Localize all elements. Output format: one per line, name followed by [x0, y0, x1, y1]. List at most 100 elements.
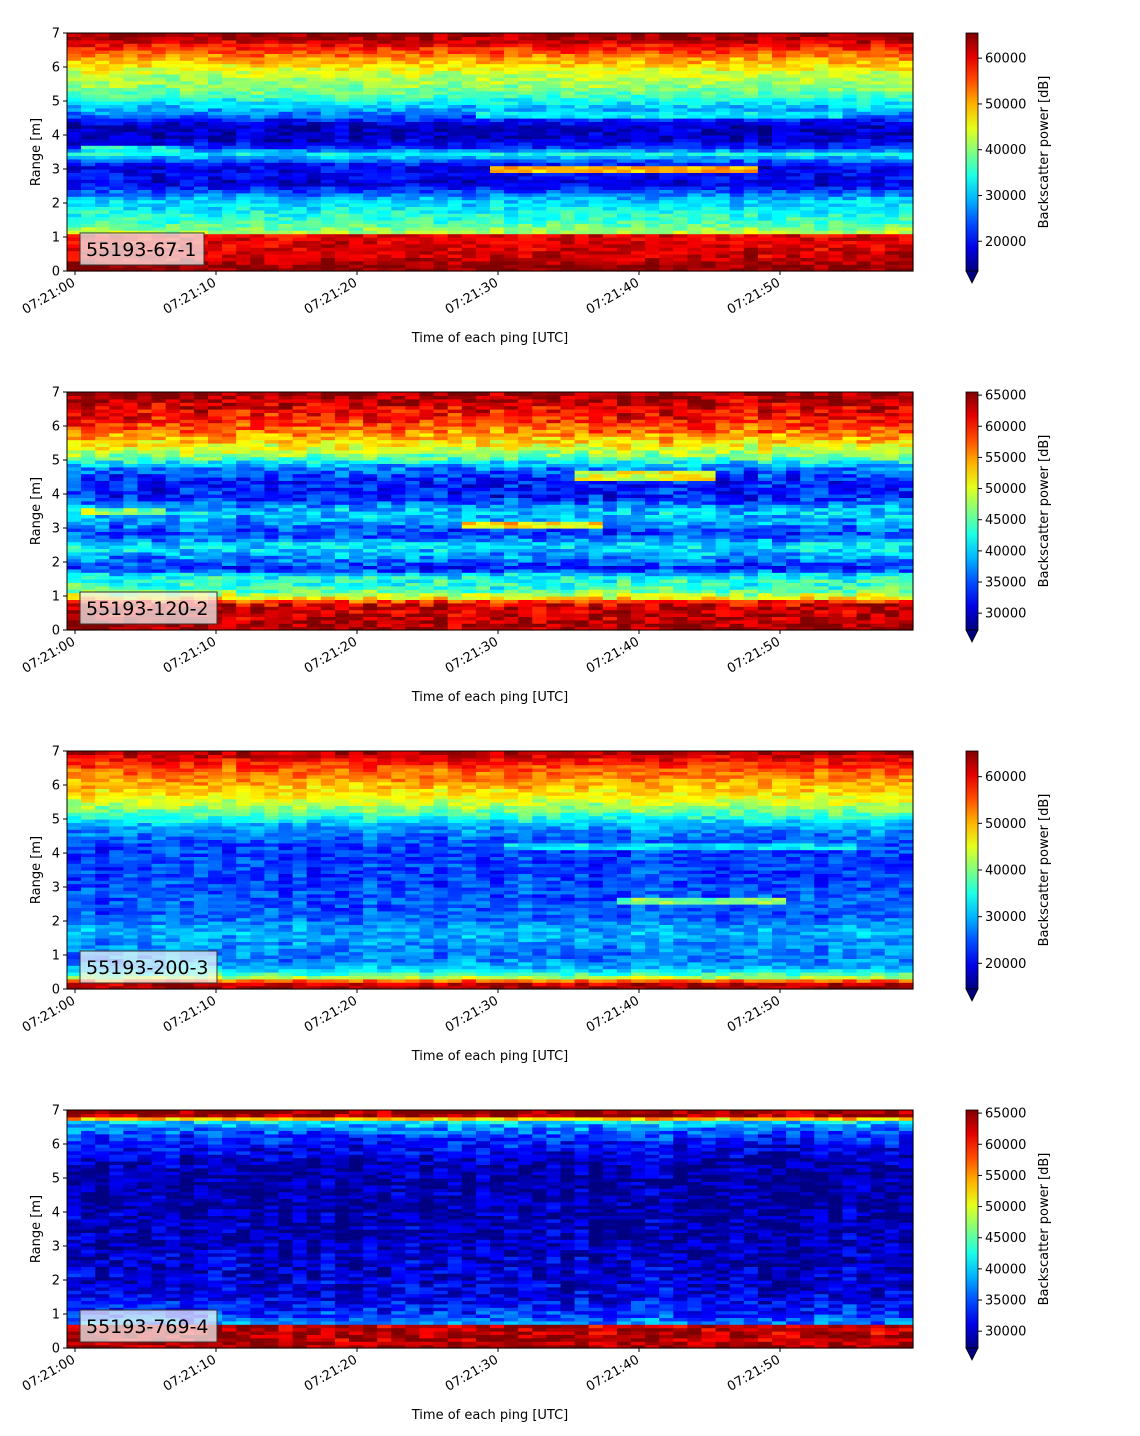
- heatmap-cell: [165, 36, 181, 41]
- heatmap-cell: [546, 254, 562, 258]
- heatmap-cell: [518, 247, 533, 252]
- heatmap-cell: [81, 36, 96, 41]
- heatmap-cell: [504, 237, 519, 241]
- heatmap-cell: [165, 145, 181, 150]
- heatmap-cell: [490, 46, 505, 51]
- heatmap-cell: [405, 46, 421, 51]
- heatmap-cell: [67, 138, 82, 143]
- heatmap-cell: [363, 60, 378, 65]
- heatmap-cell: [208, 199, 223, 204]
- heatmap-cell: [193, 169, 209, 173]
- heatmap-cell: [447, 87, 463, 92]
- heatmap-cell: [898, 131, 914, 136]
- heatmap-cell: [447, 182, 463, 187]
- heatmap-cell: [109, 203, 124, 207]
- heatmap-cell: [574, 73, 590, 78]
- heatmap-cell: [137, 124, 153, 129]
- heatmap-cell: [405, 206, 421, 211]
- heatmap-cell: [461, 138, 477, 143]
- heatmap-cell: [320, 124, 336, 129]
- heatmap-cell: [447, 230, 463, 235]
- heatmap-cell: [504, 158, 519, 163]
- heatmap-cell: [292, 60, 308, 65]
- heatmap-cell: [67, 192, 82, 197]
- heatmap-cell: [391, 247, 406, 252]
- heatmap-cell: [165, 73, 181, 78]
- heatmap-cell: [81, 175, 96, 180]
- heatmap-cell: [602, 240, 618, 245]
- heatmap-cell: [278, 104, 294, 109]
- heatmap-cell: [67, 220, 82, 224]
- heatmap-cell: [95, 94, 110, 99]
- heatmap-cell: [588, 131, 604, 136]
- heatmap-cell: [292, 67, 308, 71]
- heatmap-cell: [433, 267, 449, 272]
- heatmap-cell: [588, 179, 604, 184]
- heatmap-cell: [236, 80, 251, 85]
- heatmap-cell: [743, 158, 759, 163]
- heatmap-cell: [518, 155, 533, 160]
- heatmap-cell: [363, 128, 378, 133]
- heatmap-cell: [67, 230, 82, 235]
- heatmap-cell: [81, 402, 96, 407]
- heatmap-cell: [363, 97, 378, 102]
- heatmap-cell: [278, 56, 294, 61]
- heatmap-cell: [193, 87, 209, 92]
- heatmap-cell: [391, 111, 406, 116]
- heatmap-cell: [349, 179, 364, 184]
- heatmap-cell: [504, 46, 519, 51]
- heatmap-cell: [179, 206, 195, 211]
- heatmap-cell: [433, 206, 449, 211]
- heatmap-cell: [391, 257, 406, 262]
- heatmap-cell: [67, 175, 82, 180]
- heatmap-cell: [560, 107, 576, 112]
- heatmap-cell: [363, 118, 378, 122]
- heatmap-cell: [292, 216, 308, 221]
- heatmap-cell: [363, 230, 378, 235]
- heatmap-cell: [292, 169, 308, 173]
- heatmap-cell: [419, 104, 435, 109]
- heatmap-cell: [165, 107, 181, 112]
- heatmap-cell: [320, 87, 336, 92]
- heatmap-cell: [461, 189, 477, 194]
- heatmap-cell: [67, 56, 82, 61]
- heatmap-cell: [208, 145, 223, 150]
- heatmap-cell: [363, 114, 378, 119]
- heatmap-cell: [715, 165, 731, 170]
- heatmap-cell: [363, 131, 378, 136]
- heatmap-cell: [504, 141, 519, 146]
- heatmap-cell: [532, 254, 547, 258]
- heatmap-cell: [81, 172, 96, 177]
- heatmap-cell: [151, 172, 167, 177]
- heatmap-cell: [222, 43, 237, 48]
- heatmap-cell: [109, 223, 124, 228]
- heatmap-cell: [377, 107, 392, 112]
- heatmap-cell: [447, 94, 463, 99]
- heatmap-cell: [532, 257, 547, 262]
- x-tick-label: 07:21:50: [725, 275, 783, 317]
- heatmap-cell: [504, 169, 519, 173]
- heatmap-cell: [250, 50, 265, 54]
- heatmap-cell: [222, 145, 237, 150]
- heatmap-cell: [306, 80, 322, 85]
- heatmap-cell: [81, 196, 96, 201]
- heatmap-cell: [67, 203, 82, 207]
- heatmap-cell: [67, 206, 82, 211]
- heatmap-cell: [461, 267, 477, 272]
- heatmap-cell: [320, 155, 336, 160]
- heatmap-cell: [123, 80, 139, 85]
- heatmap-cell: [377, 148, 392, 153]
- heatmap-cell: [151, 53, 167, 58]
- heatmap-cell: [800, 131, 815, 136]
- heatmap-cell: [179, 128, 195, 133]
- heatmap-cell: [151, 56, 167, 61]
- heatmap-cell: [616, 223, 632, 228]
- heatmap-cell: [377, 46, 392, 51]
- heatmap-cell: [419, 33, 435, 37]
- heatmap-cell: [109, 90, 124, 95]
- heatmap-cell: [264, 67, 280, 71]
- heatmap-cell: [391, 107, 406, 112]
- heatmap-cell: [475, 206, 491, 211]
- heatmap-cell: [320, 186, 336, 190]
